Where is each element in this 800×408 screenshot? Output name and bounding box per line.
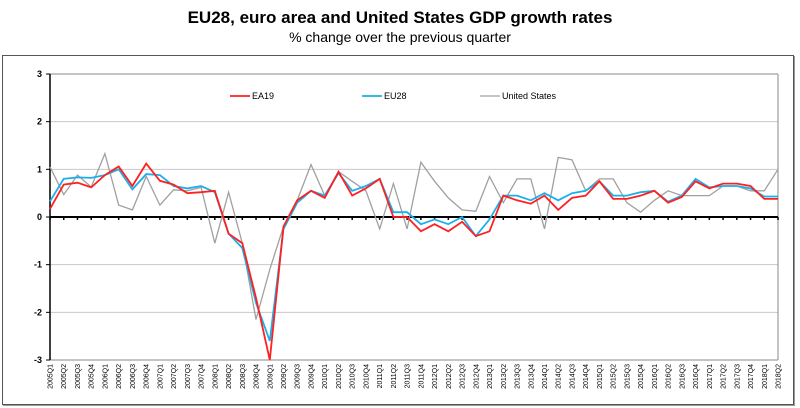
legend-label: EU28 [384,91,407,101]
x-tick-label: 2014Q2 [556,364,563,389]
x-tick-label: 2018Q1 [762,364,769,389]
x-tick-label: 2010Q3 [350,364,357,389]
legend-label: EA19 [252,91,274,101]
x-tick-label: 2017Q2 [721,364,728,389]
x-tick-label: 2006Q2 [116,364,123,389]
x-tick-label: 2010Q2 [336,364,343,389]
series-line-united-states [49,151,779,320]
y-tick-label: 3 [37,69,42,79]
legend-item-eu28: EU28 [362,91,407,101]
chart-subtitle: % change over the previous quarter [289,29,511,45]
x-tick-label: 2005Q2 [61,364,68,389]
x-tick-label: 2011Q2 [391,364,398,388]
x-tick-label: 2007Q2 [171,364,178,389]
legend-item-ea19: EA19 [230,91,274,101]
x-tick-label: 2005Q1 [48,364,55,389]
y-tick-label: -1 [34,260,42,270]
x-tick-label: 2008Q4 [254,364,261,389]
x-tick-label: 2018Q2 [776,364,783,389]
x-tick-label: 2014Q3 [569,364,576,389]
x-tick-label: 2016Q3 [679,364,686,389]
x-tick-label: 2012Q1 [432,364,439,389]
x-tick-label: 2015Q2 [611,364,618,389]
x-tick-label: 2008Q1 [212,364,219,389]
legend: EA19 EU28 United States [230,91,557,101]
x-tick-label: 2014Q4 [583,364,590,389]
x-tick-label: 2009Q4 [308,364,315,389]
x-tick-label: 2016Q2 [666,364,673,389]
x-tick-label: 2006Q4 [144,364,151,389]
x-tick-label: 2010Q1 [322,364,329,389]
legend-item-united-states: United States [480,91,557,101]
x-tick-label: 2017Q3 [734,364,741,389]
x-tick-label: 2013Q2 [501,364,508,389]
y-tick-label: 0 [37,212,42,222]
chart-frame [2,55,794,405]
legend-label: United States [502,91,557,101]
x-tick-label: 2013Q1 [487,364,494,389]
x-tick-label: 2012Q2 [446,364,453,389]
x-tick-label: 2008Q3 [240,364,247,389]
series-lines [49,151,779,361]
y-tick-label: 2 [37,117,42,127]
x-tick-label: 2006Q1 [102,364,109,389]
x-tick-label: 2011Q3 [405,364,412,388]
x-tick-label: 2015Q1 [597,364,604,389]
x-tick-label: 2005Q3 [75,364,82,389]
x-tick-label: 2010Q4 [363,364,370,389]
x-tick-label: 2015Q3 [624,364,631,389]
x-tick-label: 2009Q2 [281,364,288,389]
x-tick-label: 2008Q2 [226,364,233,389]
x-tick-label: 2011Q4 [418,364,425,388]
x-tick-label: 2017Q4 [748,364,755,389]
x-tick-label: 2007Q4 [199,364,206,389]
x-tick-label: 2013Q3 [515,364,522,389]
x-tick-label: 2016Q1 [652,364,659,389]
x-tick-label: 2012Q4 [473,364,480,389]
y-tick-label: -3 [34,355,42,365]
x-tick-label: 2006Q3 [130,364,137,389]
x-tick-label: 2013Q4 [528,364,535,389]
x-tick-label: 2005Q4 [89,364,96,389]
x-tick-label: 2009Q1 [267,364,274,389]
x-tick-label: 2011Q1 [377,364,384,388]
y-tick-label: 1 [37,164,42,174]
x-tick-label: 2012Q3 [460,364,467,389]
x-tick-label: 2007Q1 [157,364,164,389]
x-tick-label: 2015Q4 [638,364,645,389]
x-tick-label: 2007Q3 [185,364,192,389]
x-tick-label: 2014Q1 [542,364,549,389]
series-line-ea19 [49,162,778,361]
x-tick-label: 2017Q1 [707,364,714,389]
x-axis-ticks: 2005Q1 2005Q2 2005Q3 2005Q4 2006Q1 2006Q2 2006… [48,217,783,389]
x-tick-label: 2009Q3 [295,364,302,389]
chart-title: EU28, euro area and United States GDP gr… [187,8,613,27]
x-tick-label: 2016Q4 [693,364,700,389]
y-axis-ticks: 3 2 1 0 -1 -2 -3 [34,69,50,365]
y-tick-label: -2 [34,307,42,317]
